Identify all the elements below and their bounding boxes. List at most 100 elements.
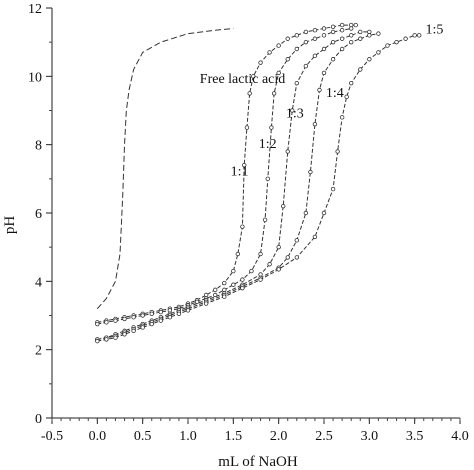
data-point: [185, 308, 191, 313]
data-point: [235, 251, 241, 257]
data-point: [330, 39, 336, 45]
data-point: [276, 43, 281, 48]
y-tick-label: 6: [35, 207, 42, 222]
data-point: [158, 309, 163, 315]
data-point: [358, 36, 363, 41]
data-point: [367, 33, 372, 38]
data-point: [240, 277, 245, 282]
annotation-layer: Free lactic acid 1:1 1:2 1:3 1:4 1:5: [200, 23, 444, 180]
data-point: [317, 87, 322, 93]
data-point: [385, 43, 390, 48]
curve-label: Free lactic acid: [200, 72, 286, 87]
curve-label: 1:2: [259, 137, 277, 152]
data-point: [131, 328, 136, 334]
data-point: [349, 39, 354, 45]
data-point: [308, 169, 313, 175]
series-line: [96, 28, 234, 310]
series-line: [97, 28, 352, 325]
data-point: [321, 70, 327, 76]
data-point: [312, 121, 318, 127]
data-point: [285, 149, 290, 154]
data-point: [104, 337, 109, 342]
series-1-2: [95, 26, 354, 327]
data-point: [335, 149, 340, 154]
data-point: [240, 285, 245, 291]
data-point: [267, 50, 272, 55]
data-point: [104, 320, 109, 325]
data-point: [251, 74, 256, 79]
data-point: [222, 294, 227, 299]
data-point: [140, 325, 145, 330]
data-point: [367, 57, 372, 62]
data-point: [376, 31, 381, 36]
data-point: [95, 321, 100, 327]
curve-label: 1:3: [286, 106, 304, 121]
curve-label: 1:5: [426, 23, 444, 38]
data-point: [203, 301, 209, 306]
data-point: [242, 162, 247, 168]
data-point: [265, 176, 270, 182]
data-point: [339, 22, 345, 28]
curve-label: 1:1: [231, 164, 249, 179]
x-tick-label: 0.0: [89, 429, 107, 444]
data-point: [349, 33, 354, 38]
data-point: [358, 29, 363, 35]
series-layer: [95, 22, 422, 344]
data-point: [330, 57, 336, 62]
data-point: [262, 217, 268, 223]
y-tick-label: 0: [35, 412, 42, 427]
data-point: [276, 244, 281, 250]
data-point: [247, 91, 252, 96]
series-free-lactic-acid: [96, 28, 234, 310]
x-tick-label: 4.0: [451, 429, 469, 444]
x-tick-label: -0.5: [41, 429, 63, 444]
data-point: [321, 46, 327, 52]
data-point: [330, 24, 336, 29]
x-tick-label: 0.5: [134, 429, 152, 444]
data-point: [113, 335, 118, 340]
data-point: [330, 29, 336, 35]
data-point: [285, 255, 290, 260]
data-point: [131, 315, 136, 320]
data-point: [249, 268, 254, 274]
axes: -0.5 0.0 0.5 1.0 1.5 2.0 2.5 3.0 3.5 4.0 0 2 4 6 8 10 12: [28, 2, 469, 444]
x-axis-label: mL of NaOH: [218, 454, 298, 470]
data-point: [271, 91, 277, 96]
data-point: [321, 26, 327, 31]
data-point: [294, 80, 299, 86]
x-tick-label: 2.0: [270, 429, 288, 444]
data-point: [303, 29, 309, 35]
data-point: [349, 80, 354, 86]
data-point: [321, 33, 327, 38]
data-point: [376, 50, 381, 55]
data-point: [417, 33, 422, 38]
data-point: [339, 46, 345, 52]
data-point: [269, 125, 274, 130]
data-point: [294, 238, 299, 243]
data-point: [403, 36, 408, 41]
data-point: [276, 267, 281, 272]
y-tick-label: 8: [35, 139, 42, 154]
data-point: [312, 53, 318, 59]
data-point: [294, 255, 299, 260]
data-point: [258, 277, 263, 282]
x-tick-label: 3.5: [406, 429, 424, 444]
data-point: [353, 22, 358, 28]
data-point: [95, 338, 100, 344]
series-1-1: [95, 22, 358, 325]
data-point: [258, 251, 263, 257]
y-tick-label: 12: [28, 2, 42, 17]
data-point: [167, 315, 173, 320]
data-point: [140, 313, 145, 318]
data-point: [290, 108, 295, 113]
data-point: [176, 311, 182, 316]
data-point: [244, 125, 250, 130]
data-point: [358, 67, 363, 72]
x-tick-label: 3.0: [361, 429, 379, 444]
data-point: [312, 28, 318, 33]
y-axis-label: pH: [2, 216, 18, 235]
data-point: [344, 94, 349, 100]
data-point: [349, 26, 354, 31]
data-point: [285, 36, 290, 41]
